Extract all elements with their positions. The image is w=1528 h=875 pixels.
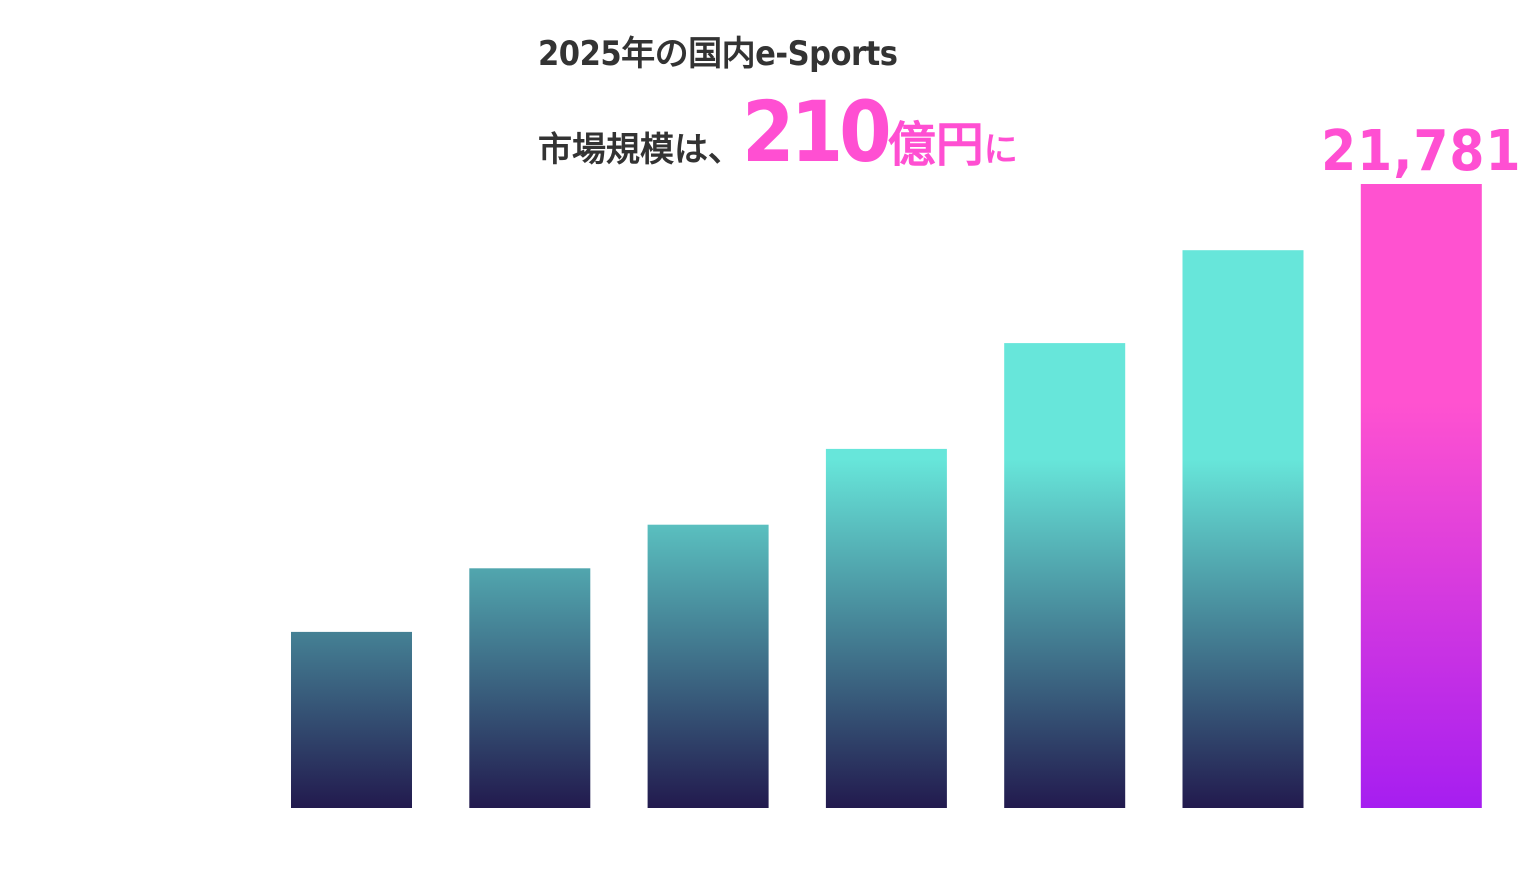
bar-highlight xyxy=(1360,184,1482,808)
bars-group xyxy=(291,184,1482,808)
headline: 2025年の国内e-Sports 市場規模は、210億円に xyxy=(538,30,1018,175)
data-labels-group: 21,781 xyxy=(1321,119,1521,184)
headline-prefix: 市場規模は、 xyxy=(538,130,742,170)
bar xyxy=(825,448,947,808)
bar xyxy=(1004,343,1126,808)
bar xyxy=(1182,250,1304,808)
bar xyxy=(291,631,412,808)
bar xyxy=(469,568,591,808)
headline-line1: 2025年の国内e-Sports xyxy=(538,34,898,74)
headline-suffix: に xyxy=(983,130,1018,170)
bar-data-label: 21,781 xyxy=(1321,119,1521,184)
bar xyxy=(647,524,769,808)
headline-unit: 億円 xyxy=(887,117,984,173)
headline-line2: 市場規模は、210億円に xyxy=(538,90,1018,175)
headline-value: 210 xyxy=(742,83,892,181)
